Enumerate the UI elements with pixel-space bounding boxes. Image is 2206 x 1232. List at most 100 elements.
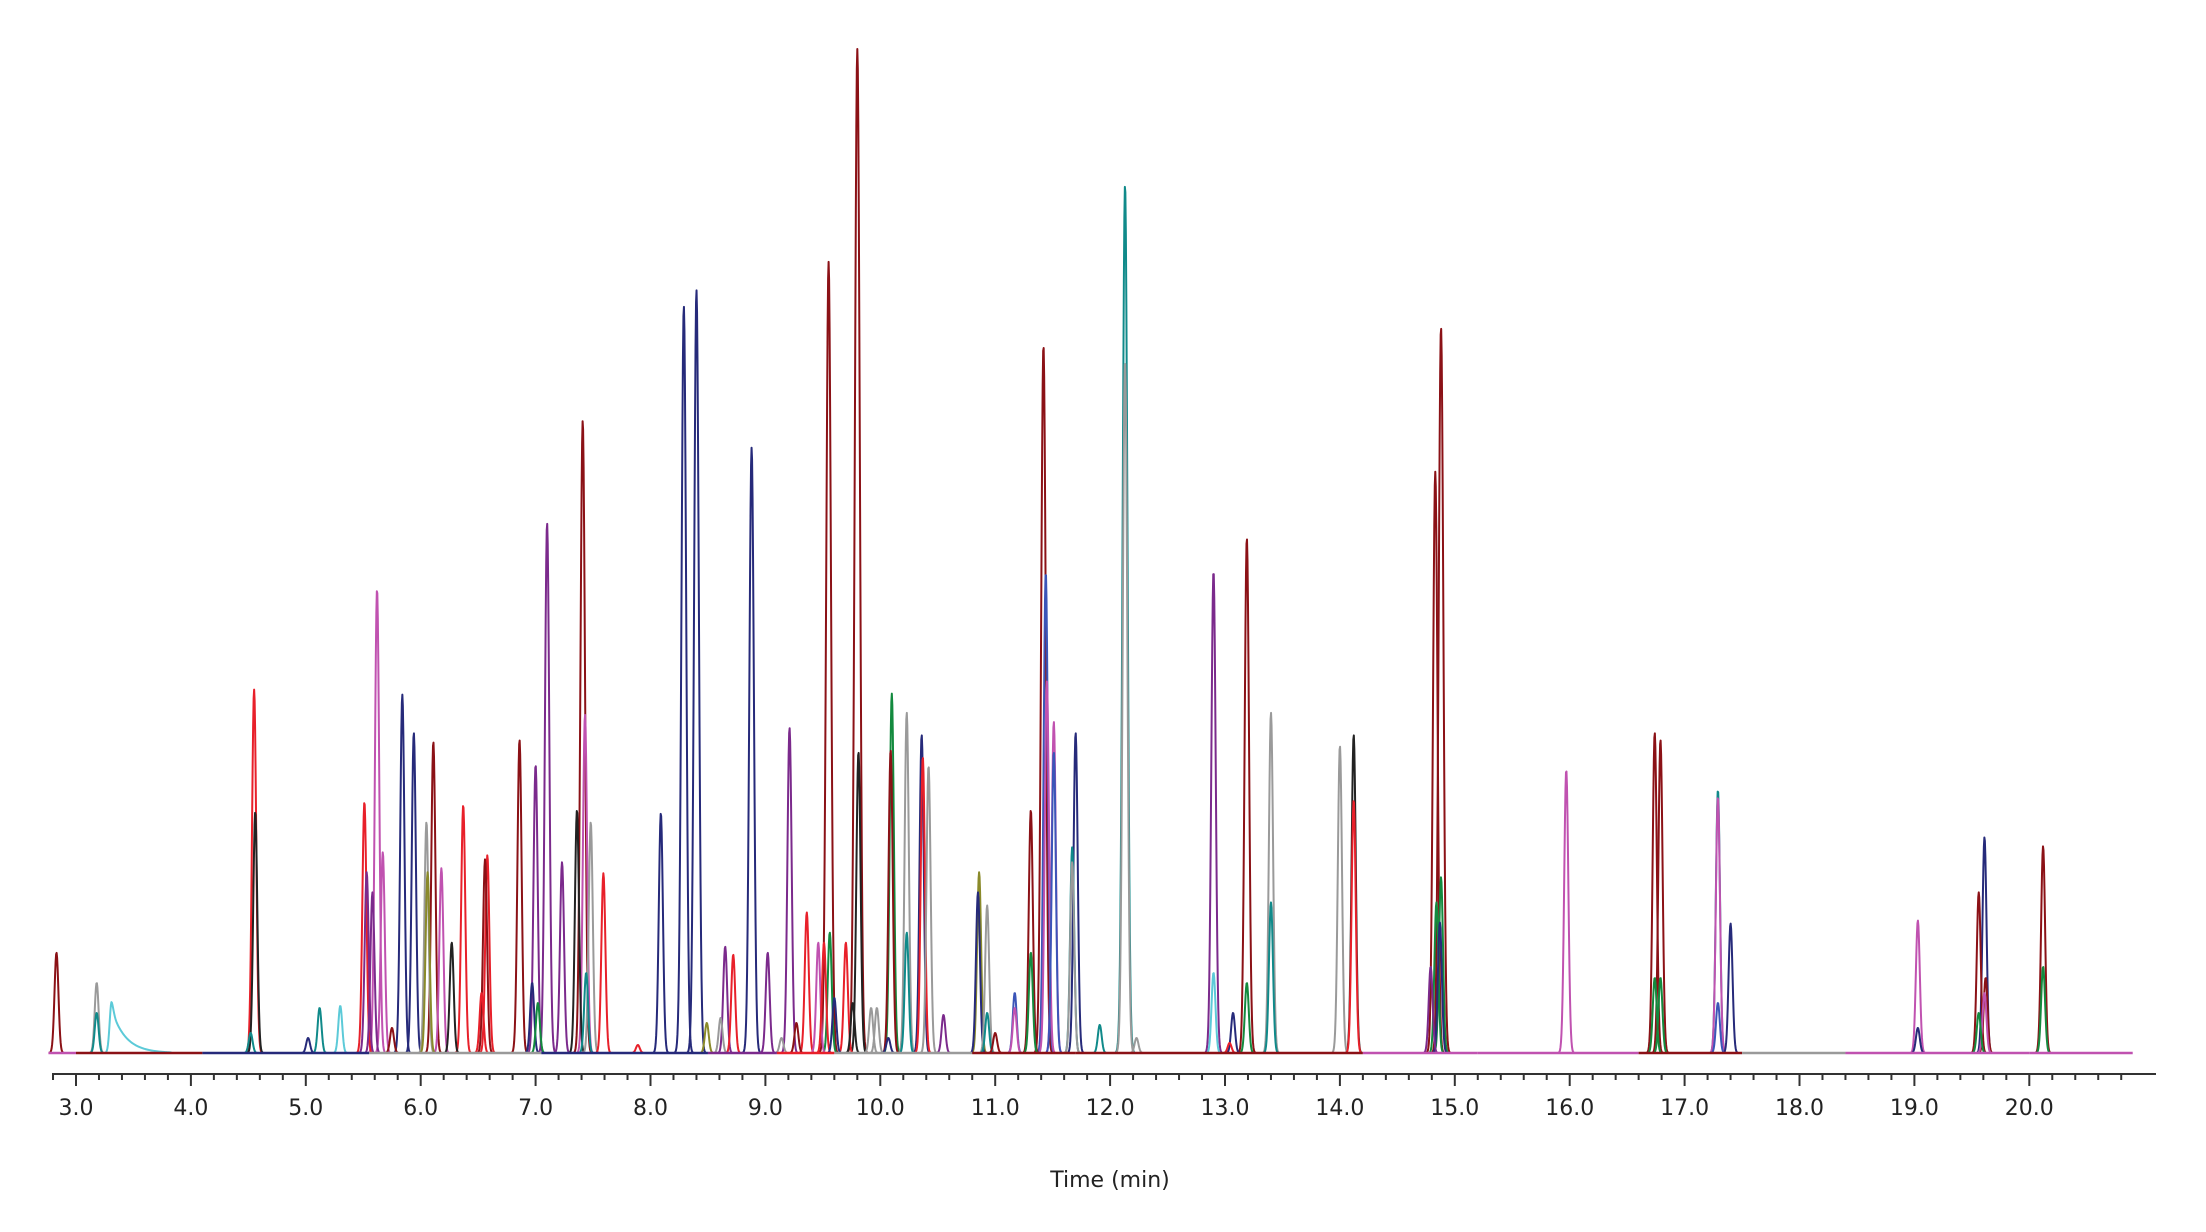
peak-trace xyxy=(686,289,707,1054)
peak-trace xyxy=(476,858,494,1054)
chromatogram-traces xyxy=(48,48,2052,1054)
peak-trace xyxy=(846,48,868,1054)
peak-trace xyxy=(1044,751,1063,1054)
peak-trace xyxy=(1431,921,1448,1054)
peak-trace xyxy=(1237,538,1257,1054)
peak-trace xyxy=(1091,1023,1108,1054)
peak-trace xyxy=(1205,972,1222,1054)
peak-trace xyxy=(2034,966,2052,1054)
peak-trace xyxy=(473,992,490,1054)
peak-trace xyxy=(1037,680,1056,1054)
peak-trace xyxy=(1115,363,1135,1054)
peak-trace xyxy=(1344,734,1363,1054)
peak-trace xyxy=(582,821,600,1054)
peak-trace xyxy=(809,941,827,1054)
x-tick-label: 5.0 xyxy=(288,1096,323,1121)
peak-trace xyxy=(355,802,373,1054)
peak-trace xyxy=(1022,809,1040,1054)
x-tick-label: 15.0 xyxy=(1430,1096,1479,1121)
peak-trace xyxy=(919,766,938,1054)
peak-trace xyxy=(48,951,65,1054)
peak-trace xyxy=(1722,922,1739,1054)
peak-trace xyxy=(553,861,571,1054)
peak-trace xyxy=(773,1036,790,1054)
peak-trace xyxy=(424,741,442,1054)
peak-trace xyxy=(1022,951,1039,1054)
peak-trace xyxy=(1344,800,1362,1054)
peak-trace xyxy=(363,891,381,1054)
peak-trace xyxy=(443,941,460,1054)
peak-trace xyxy=(404,732,423,1054)
peak-trace xyxy=(358,871,376,1054)
peak-trace xyxy=(849,751,868,1054)
peak-trace xyxy=(1646,977,1663,1054)
peak-trace xyxy=(529,1002,546,1054)
peak-trace xyxy=(510,739,529,1054)
x-axis-title: Time (min) xyxy=(1049,1168,1170,1193)
x-tick-label: 19.0 xyxy=(1890,1096,1939,1121)
peak-trace xyxy=(935,1014,952,1054)
peak-trace xyxy=(478,854,496,1054)
peak-trace xyxy=(898,931,915,1054)
peak-trace xyxy=(311,1007,328,1054)
peak-trace xyxy=(1204,573,1223,1054)
peak-trace xyxy=(1976,992,1993,1054)
peak-trace xyxy=(1262,901,1279,1054)
peak-trace xyxy=(1909,919,1926,1054)
x-tick-label: 11.0 xyxy=(971,1096,1020,1121)
x-tick-label: 8.0 xyxy=(633,1096,668,1121)
peak-trace xyxy=(1331,745,1349,1054)
peak-trace xyxy=(837,941,854,1054)
x-tick-label: 14.0 xyxy=(1315,1096,1364,1121)
peak-trace xyxy=(393,693,411,1054)
peak-trace xyxy=(698,1022,715,1054)
peak-trace xyxy=(419,871,437,1054)
peak-trace xyxy=(367,590,386,1054)
x-tick-label: 20.0 xyxy=(2005,1096,2054,1121)
peak-trace xyxy=(1709,797,1727,1054)
peak-trace xyxy=(299,1036,316,1054)
peak-trace xyxy=(1557,770,1575,1054)
peak-trace xyxy=(1652,977,1669,1054)
peak-trace xyxy=(1709,1002,1726,1054)
peak-trace xyxy=(246,811,264,1054)
peak-trace xyxy=(881,749,900,1054)
peak-trace xyxy=(594,872,612,1054)
peak-trace xyxy=(844,1002,861,1054)
peak-trace xyxy=(1262,711,1280,1054)
peak-trace xyxy=(1427,901,1445,1054)
peak-trace xyxy=(897,711,916,1054)
x-tick-label: 16.0 xyxy=(1545,1096,1594,1121)
peak-trace xyxy=(1422,966,1439,1054)
peak-trace xyxy=(912,734,931,1054)
peak-trace xyxy=(716,945,734,1054)
peak-trace xyxy=(780,727,799,1054)
peak-trace xyxy=(798,911,815,1054)
peak-trace xyxy=(103,1001,172,1054)
peak-trace xyxy=(1970,891,1987,1054)
x-tick-label: 17.0 xyxy=(1660,1096,1709,1121)
peak-trace xyxy=(537,522,557,1054)
x-tick-label: 4.0 xyxy=(173,1096,208,1121)
peak-trace xyxy=(1063,861,1081,1054)
peak-trace xyxy=(880,1036,897,1054)
peak-trace xyxy=(523,982,541,1054)
peak-trace xyxy=(454,805,472,1054)
peak-trace xyxy=(1238,982,1256,1054)
x-tick-label: 7.0 xyxy=(518,1096,553,1121)
x-tick-label: 9.0 xyxy=(748,1096,783,1121)
peak-trace xyxy=(818,260,839,1054)
peak-trace xyxy=(970,871,988,1054)
peak-trace xyxy=(1066,732,1085,1054)
x-tick-label: 10.0 xyxy=(856,1096,905,1121)
x-tick-label: 6.0 xyxy=(403,1096,438,1121)
peak-trace xyxy=(826,997,843,1054)
x-tick-label: 13.0 xyxy=(1201,1096,1250,1121)
x-tick-label: 18.0 xyxy=(1775,1096,1824,1121)
peak-trace xyxy=(1645,732,1664,1054)
peak-trace xyxy=(1975,836,1993,1054)
peak-trace xyxy=(1651,739,1670,1054)
peak-trace xyxy=(914,757,932,1054)
peak-trace xyxy=(1006,992,1023,1054)
